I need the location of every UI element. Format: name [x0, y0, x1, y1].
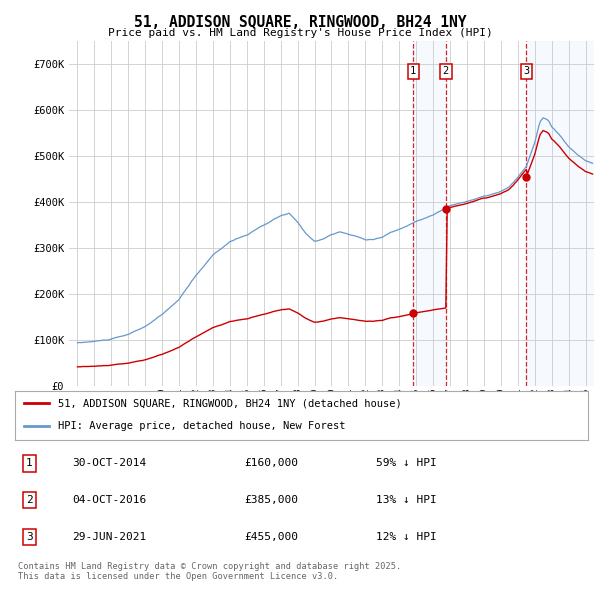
Text: 51, ADDISON SQUARE, RINGWOOD, BH24 1NY: 51, ADDISON SQUARE, RINGWOOD, BH24 1NY — [134, 15, 466, 30]
Text: Price paid vs. HM Land Registry's House Price Index (HPI): Price paid vs. HM Land Registry's House … — [107, 28, 493, 38]
Bar — [526, 41, 594, 386]
Text: 04-OCT-2016: 04-OCT-2016 — [73, 495, 146, 505]
Text: 2: 2 — [443, 66, 449, 76]
Text: 1: 1 — [410, 66, 416, 76]
Text: 29-JUN-2021: 29-JUN-2021 — [73, 532, 146, 542]
Text: 3: 3 — [523, 66, 529, 76]
Text: £455,000: £455,000 — [244, 532, 298, 542]
Text: 30-OCT-2014: 30-OCT-2014 — [73, 458, 146, 468]
Bar — [413, 41, 446, 386]
Text: 59% ↓ HPI: 59% ↓ HPI — [376, 458, 437, 468]
Text: 51, ADDISON SQUARE, RINGWOOD, BH24 1NY (detached house): 51, ADDISON SQUARE, RINGWOOD, BH24 1NY (… — [58, 398, 402, 408]
Text: 3: 3 — [26, 532, 33, 542]
Text: £385,000: £385,000 — [244, 495, 298, 505]
Text: Contains HM Land Registry data © Crown copyright and database right 2025.
This d: Contains HM Land Registry data © Crown c… — [18, 562, 401, 581]
Text: 2: 2 — [26, 495, 33, 505]
Text: 13% ↓ HPI: 13% ↓ HPI — [376, 495, 437, 505]
Text: HPI: Average price, detached house, New Forest: HPI: Average price, detached house, New … — [58, 421, 346, 431]
Text: 12% ↓ HPI: 12% ↓ HPI — [376, 532, 437, 542]
Text: £160,000: £160,000 — [244, 458, 298, 468]
Text: 1: 1 — [26, 458, 33, 468]
